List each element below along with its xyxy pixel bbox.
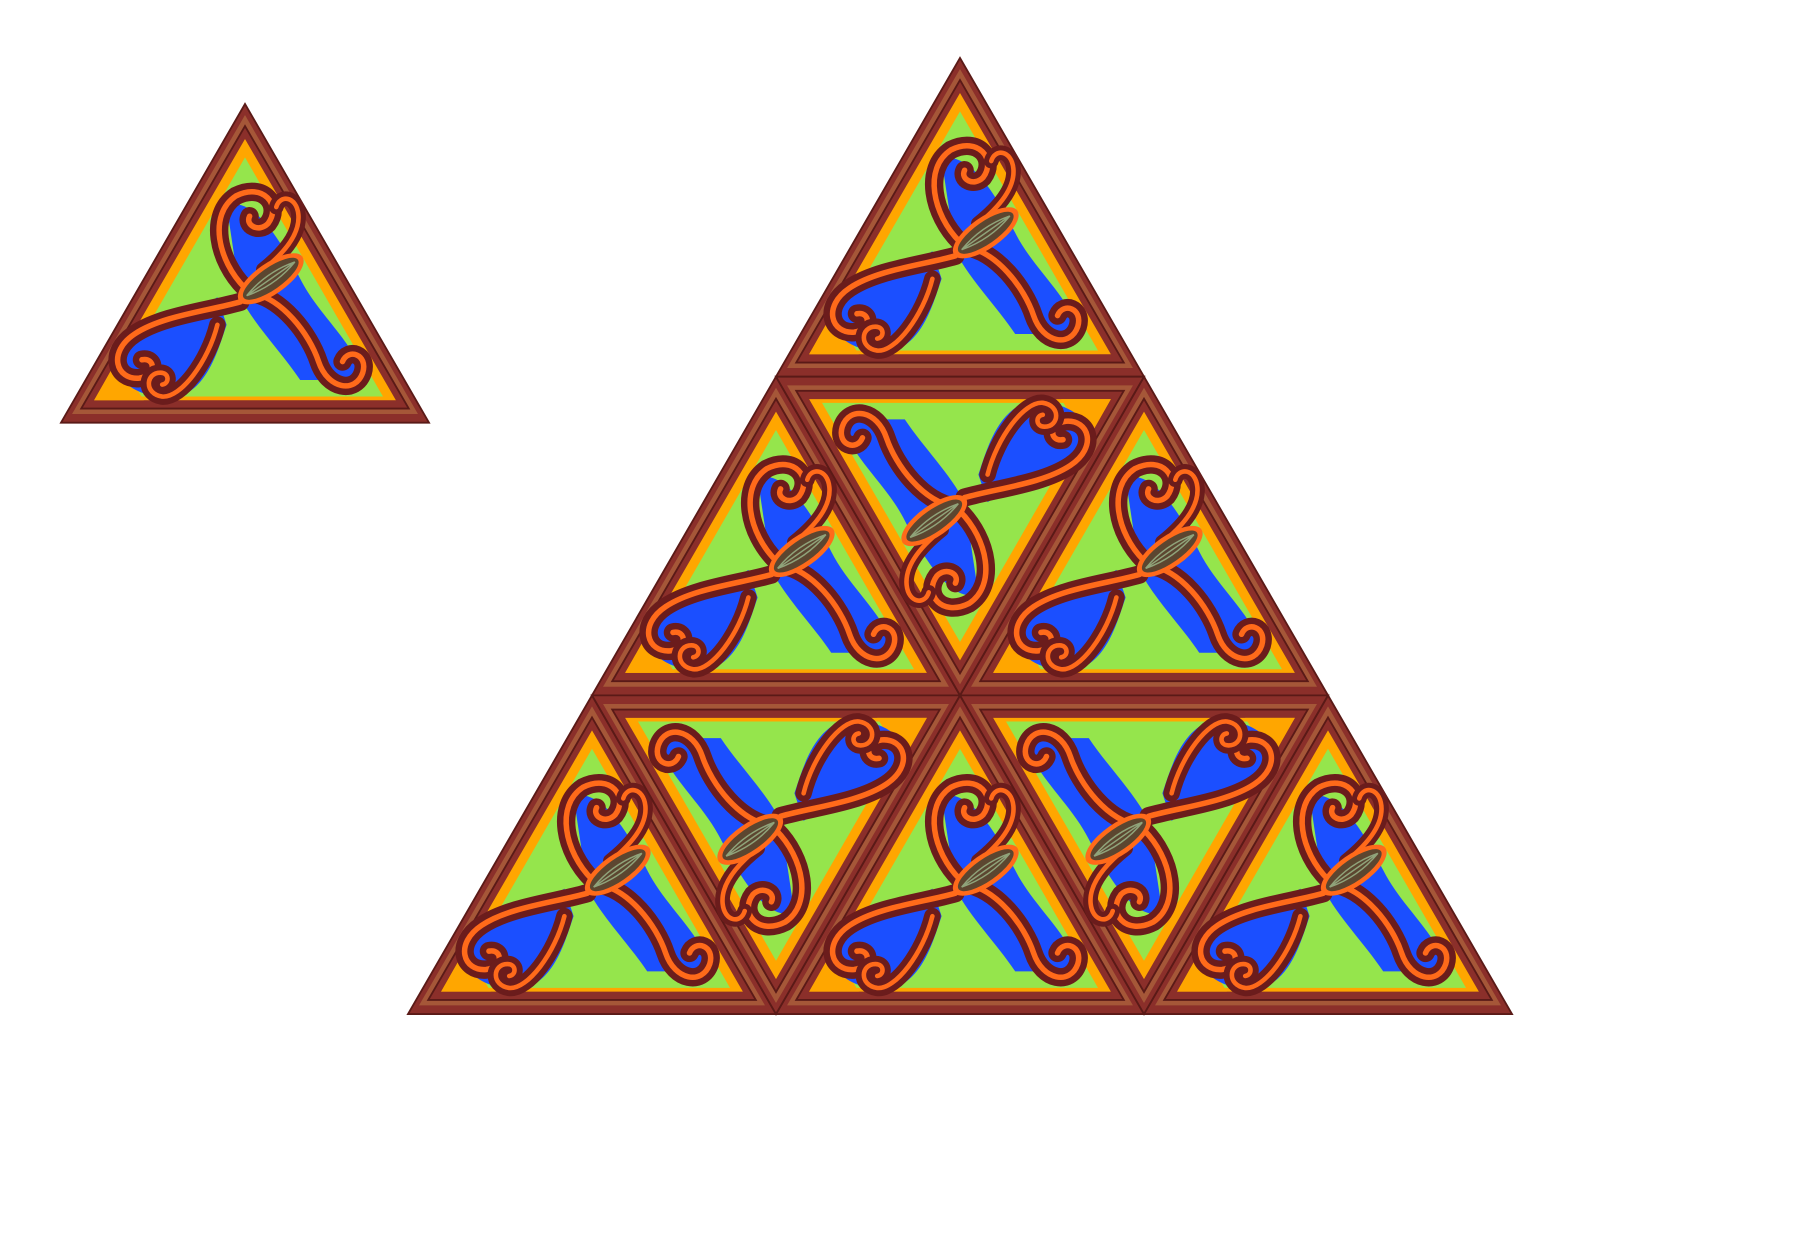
single-triangle-tile [61,104,429,423]
assembly-tile-up [776,58,1144,377]
triskele-scroll-icon [776,58,1144,377]
triskele-scroll-icon [61,104,429,423]
tile-assembly-triangle [408,58,1512,1014]
triangle-tile-icon [61,104,429,423]
